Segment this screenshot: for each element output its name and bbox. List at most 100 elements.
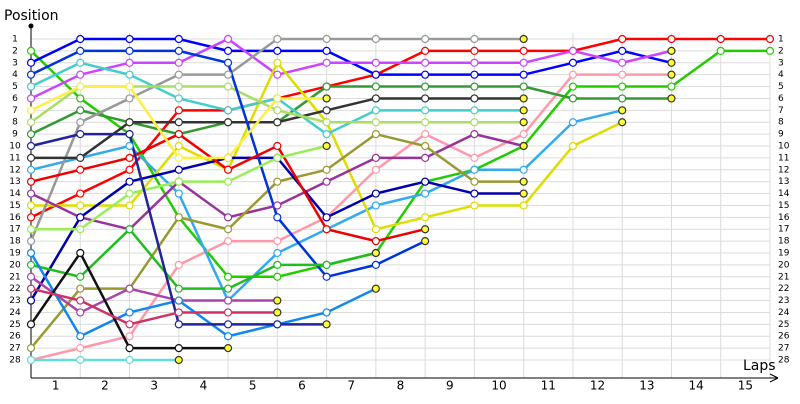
y-tick-label: 27 xyxy=(9,344,20,354)
position-marker xyxy=(470,94,479,103)
y-tick-label: 12 xyxy=(9,165,20,175)
position-marker xyxy=(223,34,233,44)
position-marker xyxy=(716,34,725,44)
position-marker xyxy=(26,272,36,281)
position-marker xyxy=(470,46,479,55)
y-tick-label-right: 16 xyxy=(778,213,790,223)
position-marker xyxy=(421,177,430,186)
position-marker xyxy=(223,58,233,67)
position-marker xyxy=(174,165,183,174)
y-tick-label-right: 19 xyxy=(778,249,790,259)
position-marker xyxy=(76,106,85,115)
retirement-marker xyxy=(174,355,183,365)
markers xyxy=(26,34,775,365)
y-tick-label-right: 4 xyxy=(778,70,784,80)
position-marker xyxy=(371,153,380,162)
y-tick-label-right: 27 xyxy=(778,344,789,354)
position-marker xyxy=(125,344,134,353)
position-marker xyxy=(470,70,479,79)
y-tick-label: 5 xyxy=(12,82,18,92)
position-marker xyxy=(371,70,380,79)
position-marker xyxy=(568,118,578,127)
position-marker xyxy=(26,58,36,67)
position-marker xyxy=(470,153,479,162)
x-tick-label: 6 xyxy=(298,379,306,393)
position-marker xyxy=(76,46,85,55)
position-marker xyxy=(76,332,85,341)
retirement-marker xyxy=(371,248,380,258)
position-marker xyxy=(716,46,725,55)
x-tick-label: 4 xyxy=(200,379,208,393)
position-marker xyxy=(223,225,233,234)
position-marker xyxy=(26,130,36,139)
y-tick-label-right: 26 xyxy=(778,332,790,342)
position-marker xyxy=(421,46,430,55)
position-marker xyxy=(322,308,331,317)
position-marker xyxy=(26,344,36,353)
position-marker xyxy=(322,225,331,234)
y-tick-label: 9 xyxy=(12,130,18,140)
position-marker xyxy=(223,272,233,281)
position-marker xyxy=(223,320,233,329)
position-marker xyxy=(322,58,331,67)
retirement-marker xyxy=(519,94,528,103)
position-marker xyxy=(223,106,233,115)
position-marker xyxy=(273,153,282,162)
y-tick-label: 23 xyxy=(9,296,20,306)
retirement-marker xyxy=(322,320,331,329)
position-line xyxy=(30,37,672,100)
position-marker xyxy=(76,308,85,317)
position-marker xyxy=(26,189,36,198)
retirement-marker xyxy=(667,70,676,79)
y-tick-label: 2 xyxy=(12,46,18,56)
position-marker xyxy=(125,308,134,317)
position-marker xyxy=(371,237,380,246)
y-tick-label: 20 xyxy=(9,260,21,270)
position-marker xyxy=(174,106,183,115)
position-marker xyxy=(174,70,183,79)
position-marker xyxy=(26,248,36,258)
x-tick-label: 13 xyxy=(639,379,654,393)
position-marker xyxy=(568,46,578,55)
position-marker xyxy=(568,82,578,91)
y-tick-label-right: 28 xyxy=(778,356,790,366)
position-marker xyxy=(125,153,134,162)
retirement-marker xyxy=(667,58,676,67)
position-marker xyxy=(470,58,479,67)
position-marker xyxy=(76,118,85,127)
position-marker xyxy=(421,130,430,139)
position-marker xyxy=(174,177,183,186)
position-marker xyxy=(470,118,479,127)
position-marker xyxy=(174,284,183,293)
position-marker xyxy=(421,58,430,67)
position-marker xyxy=(125,46,134,55)
position-marker xyxy=(273,237,282,246)
position-marker xyxy=(174,130,183,139)
position-marker xyxy=(174,82,183,91)
position-marker xyxy=(765,46,775,55)
position-marker xyxy=(125,189,134,198)
position-marker xyxy=(76,34,85,44)
position-marker xyxy=(322,82,331,91)
position-marker xyxy=(273,201,282,210)
position-marker xyxy=(519,70,528,79)
y-tick-label-right: 13 xyxy=(778,177,789,187)
position-marker xyxy=(519,130,528,139)
retirement-marker xyxy=(273,308,282,317)
position-marker xyxy=(273,46,282,55)
position-marker xyxy=(421,70,430,79)
position-marker xyxy=(223,284,233,293)
position-marker xyxy=(322,272,331,281)
position-marker xyxy=(26,201,36,210)
position-marker xyxy=(273,118,282,127)
position-marker xyxy=(125,34,134,44)
position-marker xyxy=(470,201,479,210)
position-marker xyxy=(322,34,331,44)
position-marker xyxy=(76,189,85,198)
y-tick-label: 8 xyxy=(12,118,18,128)
y-tick-label: 17 xyxy=(9,225,20,235)
position-marker xyxy=(470,130,479,139)
y-tick-label: 19 xyxy=(9,249,21,259)
position-marker xyxy=(470,165,479,174)
